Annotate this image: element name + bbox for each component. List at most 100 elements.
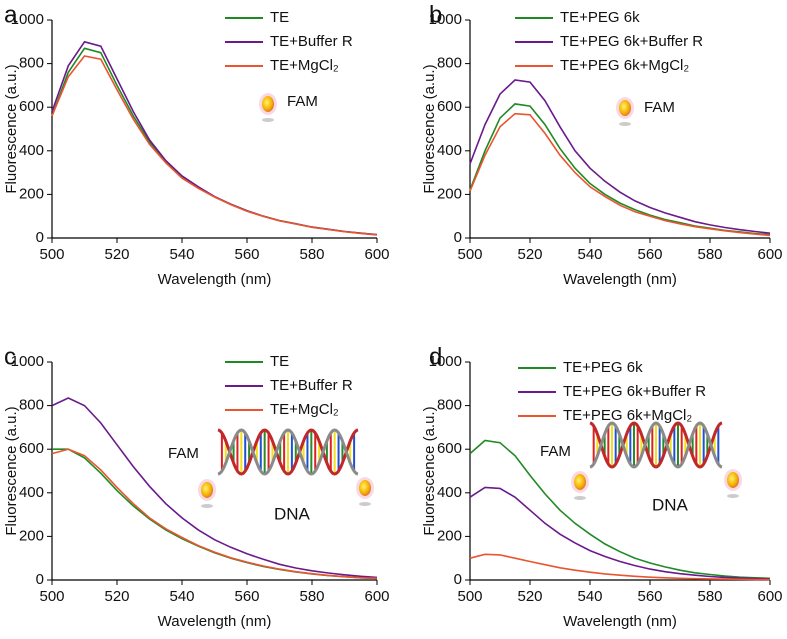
- x-tick-label: 600: [757, 246, 782, 263]
- x-tick-label: 540: [169, 246, 194, 263]
- y-tick-label: 1000: [11, 353, 44, 370]
- legend-label: TE+PEG 6k: [560, 9, 640, 26]
- series-line: [469, 553, 770, 581]
- annotation: FAM: [287, 93, 318, 110]
- y-tick-label: 0: [454, 571, 462, 588]
- x-tick-label: 560: [234, 588, 259, 605]
- fam-dye: [201, 482, 213, 498]
- series-line: [469, 439, 771, 580]
- legend-label: TE+PEG 6k: [563, 359, 643, 376]
- series-line: [51, 47, 378, 236]
- legend-label: TE+Buffer R: [270, 33, 353, 50]
- y-tick-label: 600: [437, 440, 462, 457]
- y-tick-label: 600: [19, 98, 44, 115]
- annotation: FAM: [540, 443, 571, 460]
- x-tick-label: 600: [757, 588, 782, 605]
- x-tick-label: 560: [637, 246, 662, 263]
- fam-dye: [262, 96, 274, 112]
- series-line: [469, 486, 771, 580]
- x-tick-label: 580: [299, 246, 324, 263]
- y-tick-label: 600: [437, 98, 462, 115]
- x-tick-label: 580: [697, 588, 722, 605]
- x-tick-label: 580: [697, 246, 722, 263]
- y-tick-label: 0: [36, 571, 44, 588]
- y-axis-label: Fluorescence (a.u.): [3, 406, 20, 535]
- x-tick-label: 500: [457, 588, 482, 605]
- y-tick-label: 0: [36, 229, 44, 246]
- y-tick-label: 400: [19, 484, 44, 501]
- legend-label: TE: [270, 9, 289, 26]
- series-line: [469, 112, 771, 237]
- legend-label: TE+Buffer R: [270, 377, 353, 394]
- x-axis-label: Wavelength (nm): [563, 613, 677, 630]
- x-axis-label: Wavelength (nm): [158, 613, 272, 630]
- x-tick-label: 540: [577, 246, 602, 263]
- series-line: [469, 79, 771, 234]
- legend-label: TE+PEG 6k+MgCl₂: [563, 407, 692, 424]
- x-tick-label: 520: [104, 246, 129, 263]
- series-line: [51, 55, 378, 236]
- y-tick-label: 1000: [429, 353, 462, 370]
- dna-strand: [589, 421, 723, 469]
- fam-shadow: [359, 502, 371, 506]
- x-tick-label: 600: [364, 246, 389, 263]
- x-tick-label: 600: [364, 588, 389, 605]
- fam-dye: [359, 480, 371, 496]
- y-axis-label: Fluorescence (a.u.): [3, 64, 20, 193]
- annotation: FAM: [168, 445, 199, 462]
- fam-shadow: [201, 504, 213, 508]
- y-tick-label: 1000: [11, 11, 44, 28]
- x-axis-label: Wavelength (nm): [563, 271, 677, 288]
- annotation: DNA: [652, 495, 689, 514]
- legend-label: TE: [270, 353, 289, 370]
- y-tick-label: 0: [454, 229, 462, 246]
- panel-label: c: [4, 343, 16, 370]
- y-tick-label: 200: [437, 185, 462, 202]
- y-tick-label: 200: [19, 527, 44, 544]
- fam-dye: [727, 472, 739, 488]
- annotation: DNA: [274, 504, 311, 523]
- x-tick-label: 540: [169, 588, 194, 605]
- legend-label: TE+PEG 6k+MgCl₂: [560, 57, 689, 74]
- y-tick-label: 200: [19, 185, 44, 202]
- legend-label: TE+MgCl₂: [270, 57, 339, 74]
- x-tick-label: 500: [39, 246, 64, 263]
- series-line: [51, 448, 378, 580]
- y-tick-label: 800: [19, 397, 44, 414]
- annotation: FAM: [644, 99, 675, 116]
- x-tick-label: 520: [517, 588, 542, 605]
- fam-shadow: [262, 118, 274, 122]
- y-tick-label: 200: [437, 527, 462, 544]
- panel-label: a: [4, 1, 18, 28]
- x-tick-label: 560: [234, 246, 259, 263]
- fam-dye: [574, 474, 586, 490]
- fam-dye: [619, 100, 631, 116]
- legend-label: TE+PEG 6k+Buffer R: [563, 383, 706, 400]
- x-tick-label: 520: [104, 588, 129, 605]
- y-tick-label: 800: [437, 55, 462, 72]
- y-tick-label: 400: [19, 142, 44, 159]
- x-tick-label: 500: [457, 246, 482, 263]
- dna-strand: [217, 428, 359, 476]
- legend-label: TE+MgCl₂: [270, 401, 339, 418]
- dna-strand: [217, 428, 359, 476]
- y-axis-label: Fluorescence (a.u.): [421, 406, 438, 535]
- y-tick-label: 1000: [429, 11, 462, 28]
- x-tick-label: 520: [517, 246, 542, 263]
- x-tick-label: 560: [637, 588, 662, 605]
- fam-shadow: [727, 494, 739, 498]
- x-axis-label: Wavelength (nm): [158, 271, 272, 288]
- series-line: [51, 397, 378, 579]
- x-tick-label: 500: [39, 588, 64, 605]
- y-tick-label: 400: [437, 142, 462, 159]
- fam-shadow: [574, 496, 586, 500]
- panel-label: d: [429, 343, 442, 370]
- y-tick-label: 600: [19, 440, 44, 457]
- legend-label: TE+PEG 6k+Buffer R: [560, 33, 703, 50]
- y-tick-label: 800: [19, 55, 44, 72]
- y-tick-label: 400: [437, 484, 462, 501]
- x-tick-label: 580: [299, 588, 324, 605]
- panel-label: b: [429, 1, 442, 28]
